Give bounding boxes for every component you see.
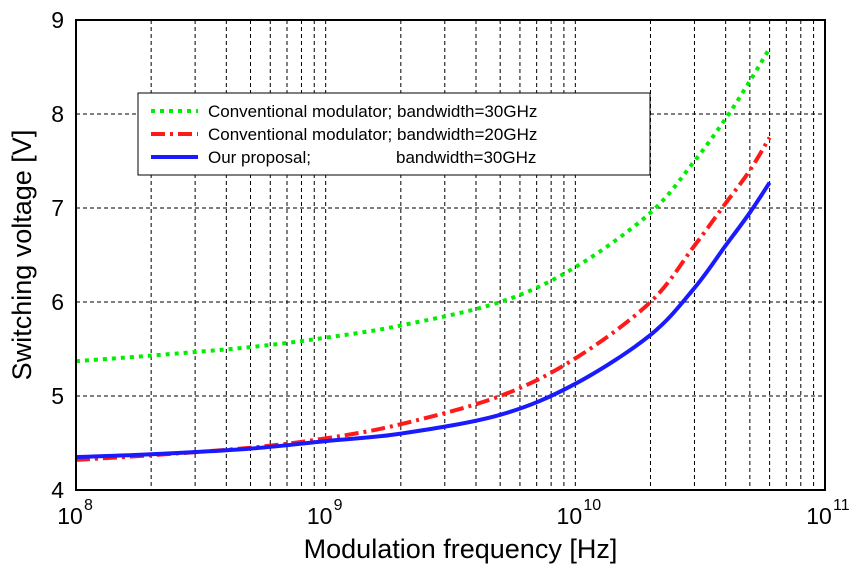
x-tick-label: 10 10	[557, 497, 602, 529]
x-tick-base: 10	[307, 503, 333, 529]
x-tick-label: 10 8	[57, 497, 93, 529]
y-tick-label: 6	[51, 289, 64, 315]
x-tick-base: 10	[57, 503, 83, 529]
y-tick-label: 7	[51, 195, 64, 221]
y-tick-label: 4	[51, 477, 64, 503]
x-tick-base: 10	[557, 503, 583, 529]
x-tick-exponent: 9	[334, 497, 343, 514]
legend-label-3: Our proposal; bandwidth=30GHz	[208, 148, 536, 167]
x-tick-exponent: 10	[583, 497, 601, 514]
legend-box	[137, 92, 651, 176]
series-line-3	[75, 181, 772, 460]
y-axis-label: Switching voltage [V]	[7, 130, 37, 381]
legend: Conventional modulator; bandwidth=30GHz C…	[137, 92, 651, 176]
x-tick-base: 10	[806, 503, 832, 529]
series-line-1	[75, 47, 772, 364]
x-tick-exponent: 8	[84, 497, 93, 514]
series-lines	[75, 47, 772, 462]
y-tick-label: 8	[51, 101, 64, 127]
y-tick-label: 9	[51, 7, 64, 33]
x-axis-label: Modulation frequency [Hz]	[304, 534, 618, 564]
x-tick-exponent: 11	[833, 497, 849, 514]
legend-label-1: Conventional modulator; bandwidth=30GHz	[208, 102, 537, 121]
plot-frame	[75, 19, 826, 491]
x-tick-label: 10 11	[806, 497, 849, 529]
y-tick-label: 5	[51, 383, 64, 409]
legend-label-2: Conventional modulator; bandwidth=20GHz	[208, 125, 537, 144]
series-line-2	[75, 136, 772, 462]
x-tick-label: 10 9	[307, 497, 343, 529]
